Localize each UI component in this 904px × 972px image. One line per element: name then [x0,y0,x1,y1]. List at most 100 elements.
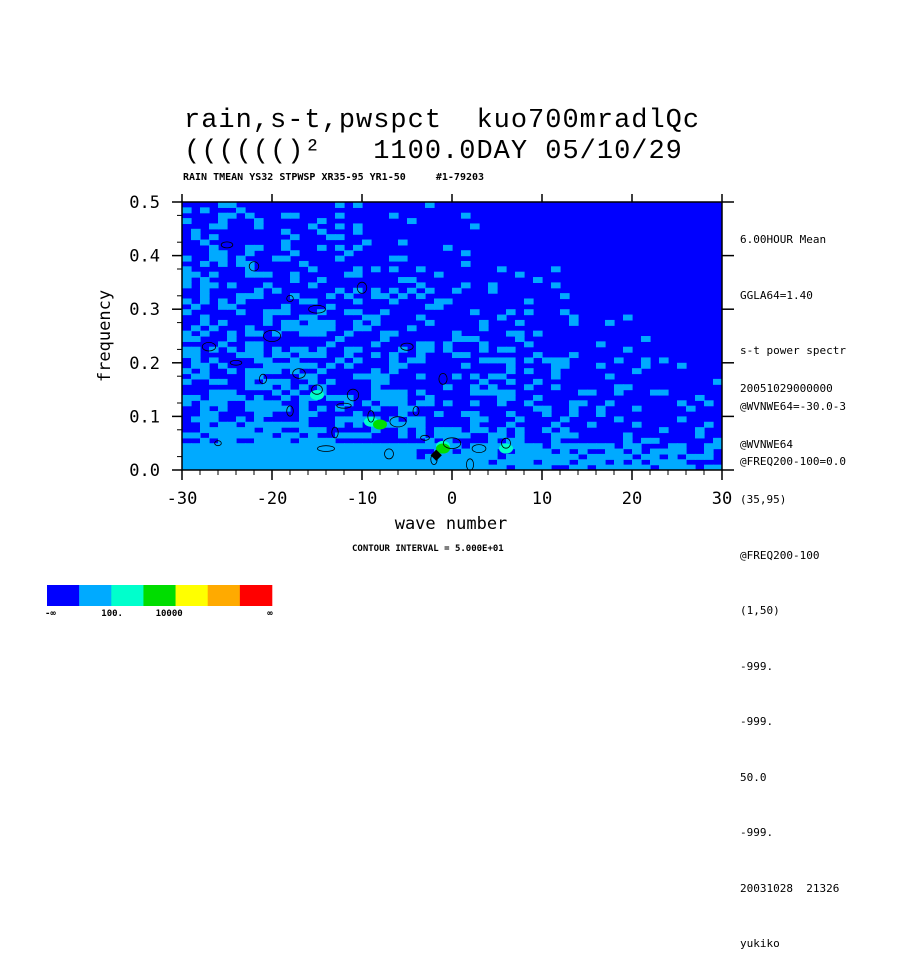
heatmap-cell [569,314,579,321]
heatmap-cell [254,223,264,230]
heatmap-cell [650,453,660,460]
heatmap-cell [353,346,363,353]
heatmap-cell [236,394,246,401]
heatmap-cell [533,405,543,412]
heatmap-cell [713,464,722,470]
heatmap-cell [281,319,291,326]
contour-line [471,444,487,454]
heatmap-cell [614,453,624,460]
heatmap-cell [182,330,192,337]
heatmap-cell [686,405,696,412]
heatmap-cell [263,319,273,326]
heatmap-cell [317,277,327,283]
heatmap-cell [218,400,228,407]
contour-line [317,445,335,452]
heatmap-cell [659,389,669,396]
heatmap-cell [515,271,525,278]
heatmap-cell [398,239,408,246]
heatmap-cell [254,421,264,428]
side-info-line: GGLA64=1.40 [740,288,813,302]
heatmap-cell [407,453,417,460]
heatmap-cell [389,287,399,294]
heatmap-cell [524,443,534,450]
x-tick-label: -10 [347,489,378,509]
heatmap-cell [317,437,327,444]
heatmap-cell [452,373,462,380]
heatmap-cell [182,400,192,407]
heatmap-cell [281,459,291,466]
heatmap-cell [488,432,498,439]
heatmap-cell [488,384,498,391]
heatmap-cell [506,309,516,316]
heatmap-cell [335,459,345,466]
heatmap-plot: -30 -20 -10 0 10 20 30 0.0 0.1 0.2 0.3 0.4 0.5 wave… [45,193,734,619]
heatmap-cell [551,362,561,369]
heatmap-cell [605,400,615,407]
heatmap-cell [272,443,282,450]
heatmap-cell [317,319,327,326]
heatmap-cell [218,260,228,267]
heatmap-cell [245,212,255,219]
heatmap-cell [218,405,228,412]
heatmap-cell [263,453,273,460]
heatmap-cell [245,373,255,380]
heatmap-cell [254,464,264,470]
heatmap-cell [389,357,399,364]
heatmap-cell [407,287,417,294]
heatmap-cell [209,255,219,262]
heatmap-cell [470,421,480,428]
heatmap-cell [326,437,336,444]
heatmap-cell [407,405,417,412]
heatmap-cell [299,453,309,460]
heatmap-cell [596,405,606,412]
heatmap-cell [515,437,525,444]
heatmap-cell [677,464,687,470]
heatmap-cell [578,389,588,396]
heatmap-cell [623,384,633,391]
heatmap-cell [524,448,534,455]
heatmap-cell [290,453,300,460]
heatmap-cell [605,448,615,455]
heatmap-cell [353,319,363,326]
heatmap-cell [299,416,309,423]
heatmap-cell [200,207,210,214]
heatmap-cell [434,303,444,310]
heatmap-cell [209,378,219,385]
colorbar-label: 100. [101,609,123,619]
heatmap-cell [236,352,246,359]
heatmap-cell [335,336,345,342]
heatmap-cell [533,277,543,283]
x-tick-label: 20 [622,489,642,509]
heatmap-cell [353,244,363,251]
heatmap-cell [254,293,264,300]
contour-line [262,329,281,342]
heatmap-cell [209,432,219,439]
heatmap-cell [452,464,462,470]
heatmap-cell [443,298,453,305]
heatmap-cell [425,287,435,294]
heatmap-cell [398,293,408,300]
heatmap-cell [560,416,570,423]
heatmap-cell [389,400,399,407]
heatmap-cell [551,384,561,391]
heatmap-cell [326,464,336,470]
heatmap-cell [290,432,300,439]
heatmap-cell [461,352,471,359]
heatmap-cell [308,432,318,439]
heatmap-cell [308,223,318,230]
heatmap-cell [209,389,219,396]
heatmap-cell [272,368,282,375]
heatmap-cell [353,373,363,380]
heatmap-cell [416,373,426,380]
side-info-line: (1,50) [740,604,780,617]
heatmap-cell [335,255,345,262]
heatmap-cell [389,330,399,337]
heatmap-cell [200,373,210,380]
heatmap-cell [335,202,345,208]
heatmap-cell [416,416,426,423]
heatmap-cell [434,411,444,417]
heatmap-cell [533,330,543,337]
heatmap-cell [263,432,273,439]
heatmap-cell [470,373,480,380]
heatmap-cell [389,464,399,470]
